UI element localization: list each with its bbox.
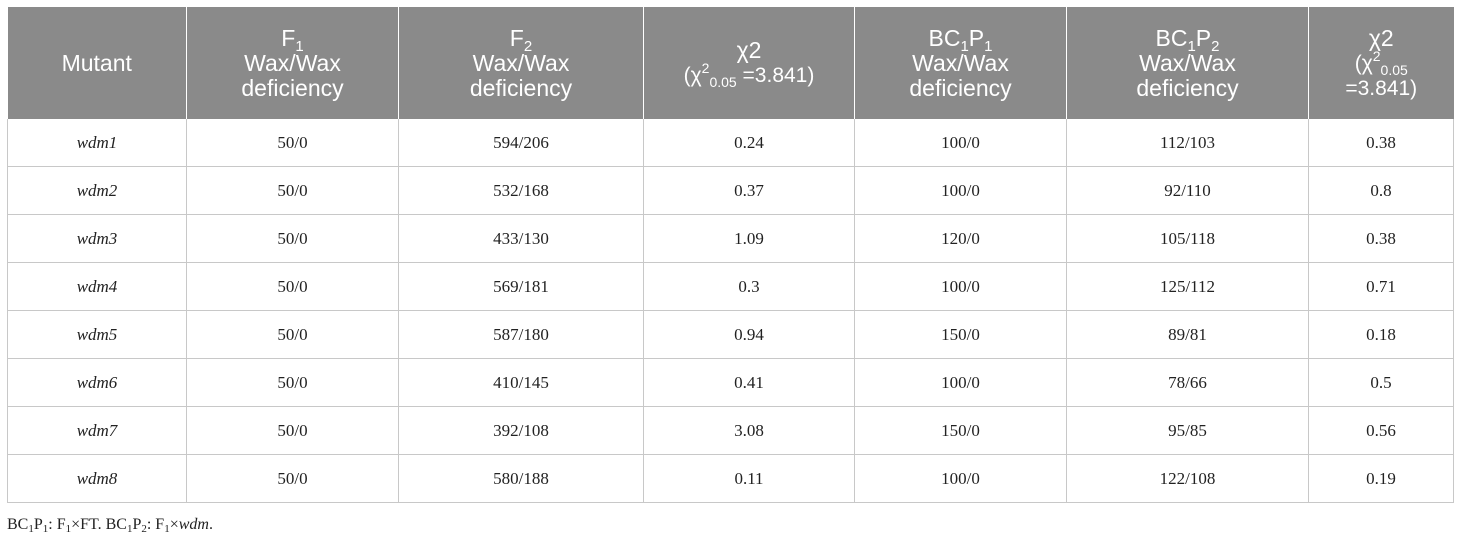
cell-bc1p2: 95/85 xyxy=(1066,406,1309,455)
cell-f2: 433/130 xyxy=(398,214,644,263)
cell-chi-f2: 0.41 xyxy=(643,358,855,407)
cell-chi-bc: 0.71 xyxy=(1308,262,1454,311)
segregation-table: Mutant F1 Wax/Wax deficiency F2 Wax/Wax … xyxy=(7,7,1454,503)
cell-bc1p2: 122/108 xyxy=(1066,454,1309,503)
cell-bc1p1: 100/0 xyxy=(854,262,1067,311)
header-f1: F1 Wax/Wax deficiency xyxy=(186,7,399,119)
cell-mutant: wdm7 xyxy=(7,406,187,455)
cell-mutant: wdm4 xyxy=(7,262,187,311)
cell-chi-f2: 0.94 xyxy=(643,310,855,359)
cell-bc1p1: 150/0 xyxy=(854,406,1067,455)
table-row: wdm1 50/0 594/206 0.24 100/0 112/103 0.3… xyxy=(7,119,1454,167)
cell-chi-bc: 0.18 xyxy=(1308,310,1454,359)
table-body: wdm1 50/0 594/206 0.24 100/0 112/103 0.3… xyxy=(7,119,1454,503)
cell-f2: 569/181 xyxy=(398,262,644,311)
cell-f1: 50/0 xyxy=(186,358,399,407)
cell-f2: 532/168 xyxy=(398,166,644,215)
cell-mutant: wdm6 xyxy=(7,358,187,407)
cell-f2: 410/145 xyxy=(398,358,644,407)
cell-bc1p2: 125/112 xyxy=(1066,262,1309,311)
cell-f2: 594/206 xyxy=(398,119,644,167)
cell-chi-bc: 0.8 xyxy=(1308,166,1454,215)
header-chi-square-f2: χ2 (χ20.05 =3.841) xyxy=(643,7,855,119)
cell-chi-bc: 0.56 xyxy=(1308,406,1454,455)
cell-mutant: wdm2 xyxy=(7,166,187,215)
cell-bc1p2: 105/118 xyxy=(1066,214,1309,263)
cell-bc1p2: 78/66 xyxy=(1066,358,1309,407)
header-chi-square-bc: χ2 (χ20.05 =3.841) xyxy=(1308,7,1454,119)
cell-f2: 587/180 xyxy=(398,310,644,359)
cell-f1: 50/0 xyxy=(186,406,399,455)
table-row: wdm2 50/0 532/168 0.37 100/0 92/110 0.8 xyxy=(7,166,1454,215)
header-f2: F2 Wax/Wax deficiency xyxy=(398,7,644,119)
cell-bc1p1: 100/0 xyxy=(854,454,1067,503)
table-footnote: BC1P1: F1×FT. BC1P2: F1×wdm. xyxy=(7,516,213,535)
table-row: wdm8 50/0 580/188 0.11 100/0 122/108 0.1… xyxy=(7,454,1454,503)
cell-chi-bc: 0.19 xyxy=(1308,454,1454,503)
cell-bc1p2: 92/110 xyxy=(1066,166,1309,215)
cell-chi-bc: 0.38 xyxy=(1308,214,1454,263)
cell-bc1p1: 150/0 xyxy=(854,310,1067,359)
cell-chi-f2: 1.09 xyxy=(643,214,855,263)
cell-bc1p1: 100/0 xyxy=(854,358,1067,407)
cell-chi-f2: 0.3 xyxy=(643,262,855,311)
cell-f1: 50/0 xyxy=(186,262,399,311)
table-container: Mutant F1 Wax/Wax deficiency F2 Wax/Wax … xyxy=(7,7,1454,503)
table-row: wdm3 50/0 433/130 1.09 120/0 105/118 0.3… xyxy=(7,214,1454,263)
cell-bc1p2: 89/81 xyxy=(1066,310,1309,359)
cell-chi-bc: 0.5 xyxy=(1308,358,1454,407)
cell-f1: 50/0 xyxy=(186,166,399,215)
cell-chi-f2: 0.11 xyxy=(643,454,855,503)
cell-chi-f2: 0.24 xyxy=(643,119,855,167)
cell-mutant: wdm1 xyxy=(7,119,187,167)
cell-mutant: wdm5 xyxy=(7,310,187,359)
header-mutant: Mutant xyxy=(7,7,187,119)
cell-bc1p1: 100/0 xyxy=(854,119,1067,167)
cell-mutant: wdm8 xyxy=(7,454,187,503)
table-row: wdm6 50/0 410/145 0.41 100/0 78/66 0.5 xyxy=(7,358,1454,407)
header-bc1p2: BC1P2 Wax/Wax deficiency xyxy=(1066,7,1309,119)
cell-f2: 392/108 xyxy=(398,406,644,455)
table-header: Mutant F1 Wax/Wax deficiency F2 Wax/Wax … xyxy=(7,7,1454,119)
cell-bc1p1: 120/0 xyxy=(854,214,1067,263)
header-bc1p1: BC1P1 Wax/Wax deficiency xyxy=(854,7,1067,119)
cell-bc1p2: 112/103 xyxy=(1066,119,1309,167)
cell-mutant: wdm3 xyxy=(7,214,187,263)
cell-f1: 50/0 xyxy=(186,454,399,503)
cell-bc1p1: 100/0 xyxy=(854,166,1067,215)
cell-chi-f2: 3.08 xyxy=(643,406,855,455)
cell-chi-bc: 0.38 xyxy=(1308,119,1454,167)
table-row: wdm4 50/0 569/181 0.3 100/0 125/112 0.71 xyxy=(7,262,1454,311)
table-row: wdm5 50/0 587/180 0.94 150/0 89/81 0.18 xyxy=(7,310,1454,359)
cell-f1: 50/0 xyxy=(186,214,399,263)
cell-f2: 580/188 xyxy=(398,454,644,503)
cell-chi-f2: 0.37 xyxy=(643,166,855,215)
cell-f1: 50/0 xyxy=(186,310,399,359)
table-row: wdm7 50/0 392/108 3.08 150/0 95/85 0.56 xyxy=(7,406,1454,455)
cell-f1: 50/0 xyxy=(186,119,399,167)
